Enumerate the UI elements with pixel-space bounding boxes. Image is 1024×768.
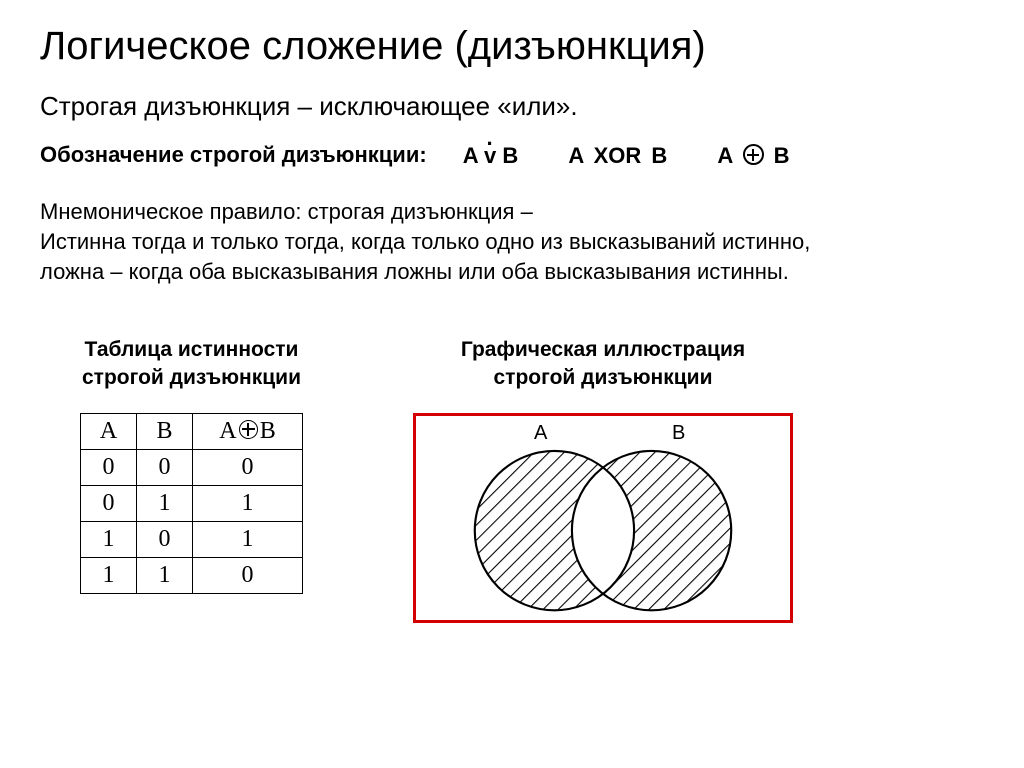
notation-xor: A XOR B — [568, 143, 667, 169]
table-row: 1 1 0 — [81, 557, 303, 593]
notation-oplus: A B — [717, 143, 789, 169]
panels: Таблица истинности строгой дизъюнкции A … — [40, 336, 984, 623]
truth-title-l2: строгой дизъюнкции — [82, 366, 301, 389]
venn-title-l1: Графическая иллюстрация — [461, 338, 745, 361]
rule-line-2: Истинна тогда и только тогда, когда толь… — [40, 227, 984, 257]
rule-line-1: Мнемоническое правило: строгая дизъюнкци… — [40, 197, 984, 227]
table-row: 1 0 1 — [81, 521, 303, 557]
mnemonic-rule: Мнемоническое правило: строгая дизъюнкци… — [40, 197, 984, 286]
cell-b: 1 — [137, 485, 193, 521]
notation-label: Обозначение строгой дизъюнкции: — [40, 142, 427, 167]
cell-a: 0 — [81, 449, 137, 485]
cell-r: 1 — [193, 521, 303, 557]
table-row: 0 0 0 — [81, 449, 303, 485]
venn-diagram-box: A B — [413, 413, 793, 623]
circled-plus-icon — [743, 144, 764, 165]
cell-a: 1 — [81, 521, 137, 557]
truth-title-l1: Таблица истинности — [85, 338, 299, 361]
th-result: AB — [193, 413, 303, 449]
venn-label-b: B — [672, 422, 685, 445]
cell-r: 1 — [193, 485, 303, 521]
notation-a1: A — [463, 143, 478, 168]
venn-label-a: A — [534, 422, 547, 445]
th-a: A — [81, 413, 137, 449]
cell-a: 1 — [81, 557, 137, 593]
notation-group: A v B A XOR B A B — [441, 142, 812, 169]
table-header-row: A B AB — [81, 413, 303, 449]
notation-a2: A — [568, 143, 583, 168]
notation-row: Обозначение строгой дизъюнкции: A v B A … — [40, 142, 984, 169]
notation-a3: A — [717, 143, 732, 168]
th-r-a: A — [219, 418, 236, 444]
cell-b: 0 — [137, 449, 193, 485]
truth-table-panel: Таблица истинности строгой дизъюнкции A … — [80, 336, 303, 594]
cell-r: 0 — [193, 557, 303, 593]
venn-title: Графическая иллюстрация строгой дизъюнкц… — [413, 336, 793, 391]
venn-panel: Графическая иллюстрация строгой дизъюнкц… — [413, 336, 793, 623]
notation-dotted-v: A v B — [463, 143, 518, 169]
subtitle: Строгая дизъюнкция – исключающее «или». — [40, 91, 984, 122]
truth-table: A B AB 0 0 0 0 1 1 1 0 1 1 — [80, 413, 303, 594]
venn-hatched-region — [418, 416, 787, 620]
venn-title-l2: строгой дизъюнкции — [494, 366, 713, 389]
circled-plus-icon — [239, 420, 258, 439]
table-row: 0 1 1 — [81, 485, 303, 521]
rule-line-3: ложна – когда оба высказывания ложны или… — [40, 257, 984, 287]
xor-word: XOR — [594, 143, 642, 168]
cell-b: 0 — [137, 521, 193, 557]
th-b: B — [137, 413, 193, 449]
truth-table-title: Таблица истинности строгой дизъюнкции — [80, 336, 303, 391]
dotted-v-icon: v — [484, 143, 496, 169]
th-r-b: B — [260, 418, 276, 444]
page-title: Логическое сложение (дизъюнкция) — [40, 24, 984, 69]
cell-r: 0 — [193, 449, 303, 485]
cell-b: 1 — [137, 557, 193, 593]
notation-b1: B — [502, 143, 518, 168]
cell-a: 0 — [81, 485, 137, 521]
venn-svg — [416, 416, 790, 620]
notation-b3: B — [774, 143, 790, 168]
notation-b2: B — [651, 143, 667, 168]
